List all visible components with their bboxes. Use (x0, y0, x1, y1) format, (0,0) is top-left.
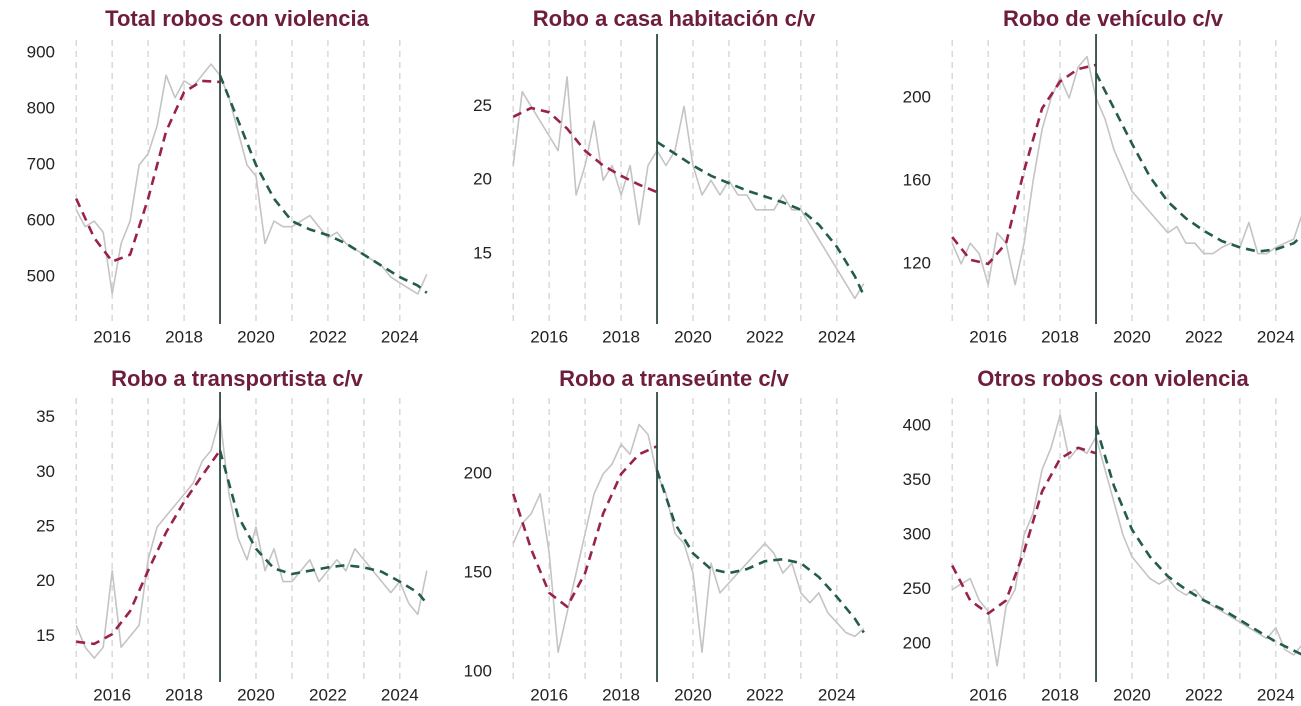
y-tick-label: 900 (27, 42, 55, 61)
x-tick-label: 2022 (1185, 327, 1223, 346)
trend-line (218, 74, 428, 294)
x-tick-label: 2016 (530, 327, 568, 346)
y-tick-label: 25 (36, 516, 55, 535)
chart-title: Robo a transeúnte c/v (559, 366, 790, 391)
trend-line (656, 140, 865, 296)
y-tick-label: 120 (903, 253, 931, 272)
y-tick-label: 150 (464, 563, 492, 582)
x-tick-label: 2016 (969, 685, 1007, 704)
x-tick-label: 2024 (1257, 685, 1295, 704)
x-tick-label: 2020 (1113, 327, 1151, 346)
y-tick-label: 200 (464, 464, 492, 483)
trend-line (951, 63, 1097, 266)
data-line (75, 416, 428, 659)
y-tick-label: 350 (903, 470, 931, 489)
x-tick-label: 2016 (93, 327, 131, 346)
x-tick-label: 2016 (93, 685, 131, 704)
x-tick-label: 2016 (969, 327, 1007, 346)
y-tick-label: 500 (27, 267, 55, 286)
x-tick-label: 2020 (237, 327, 275, 346)
y-tick-label: 250 (903, 579, 931, 598)
y-tick-label: 20 (473, 170, 492, 189)
x-tick-label: 2020 (674, 685, 712, 704)
y-tick-label: 600 (27, 211, 55, 230)
x-tick-label: 2018 (1041, 685, 1079, 704)
x-tick-label: 2020 (1113, 685, 1151, 704)
y-tick-label: 20 (36, 571, 55, 590)
x-tick-label: 2022 (309, 685, 347, 704)
y-tick-label: 160 (903, 170, 931, 189)
trend-line (511, 445, 658, 608)
chart-title: Robo de vehículo c/v (1003, 6, 1224, 31)
x-tick-label: 2024 (381, 327, 419, 346)
x-tick-label: 2024 (818, 327, 856, 346)
data-line (951, 414, 1301, 667)
trend-line (655, 469, 865, 634)
y-tick-label: 300 (903, 525, 931, 544)
y-tick-label: 15 (473, 244, 492, 263)
data-line (512, 423, 865, 654)
trend-line (512, 106, 658, 194)
data-line (951, 55, 1301, 286)
chart-title: Total robos con violencia (105, 6, 369, 31)
x-tick-label: 2022 (746, 327, 784, 346)
y-tick-label: 15 (36, 626, 55, 645)
trend-line (951, 446, 1097, 615)
x-tick-label: 2018 (165, 685, 203, 704)
x-tick-label: 2024 (818, 685, 856, 704)
trend-line (75, 79, 221, 263)
x-tick-label: 2016 (530, 685, 568, 704)
x-tick-label: 2018 (602, 685, 640, 704)
chart-title: Robo a casa habitación c/v (533, 6, 816, 31)
trend-line (76, 449, 222, 646)
y-tick-label: 200 (903, 634, 931, 653)
y-tick-label: 100 (464, 662, 492, 681)
chart-title: Otros robos con violencia (977, 366, 1249, 391)
y-tick-label: 35 (36, 407, 55, 426)
x-tick-label: 2022 (309, 327, 347, 346)
y-tick-label: 200 (903, 88, 931, 107)
x-tick-label: 2018 (602, 327, 640, 346)
data-line (512, 76, 865, 300)
chart-title: Robo a transportista c/v (111, 366, 364, 391)
data-line (75, 63, 428, 295)
y-tick-label: 800 (27, 98, 55, 117)
y-tick-label: 700 (27, 155, 55, 174)
x-tick-label: 2022 (1185, 685, 1223, 704)
x-tick-label: 2024 (1257, 327, 1295, 346)
y-tick-label: 30 (36, 462, 55, 481)
trend-line (218, 450, 428, 605)
x-tick-label: 2024 (381, 685, 419, 704)
trend-line (1094, 72, 1301, 253)
x-tick-label: 2018 (165, 327, 203, 346)
trend-line (1094, 425, 1301, 656)
x-tick-label: 2018 (1041, 327, 1079, 346)
x-tick-label: 2020 (674, 327, 712, 346)
y-tick-label: 400 (903, 415, 931, 434)
x-tick-label: 2022 (746, 685, 784, 704)
y-tick-label: 25 (473, 96, 492, 115)
x-tick-label: 2020 (237, 685, 275, 704)
